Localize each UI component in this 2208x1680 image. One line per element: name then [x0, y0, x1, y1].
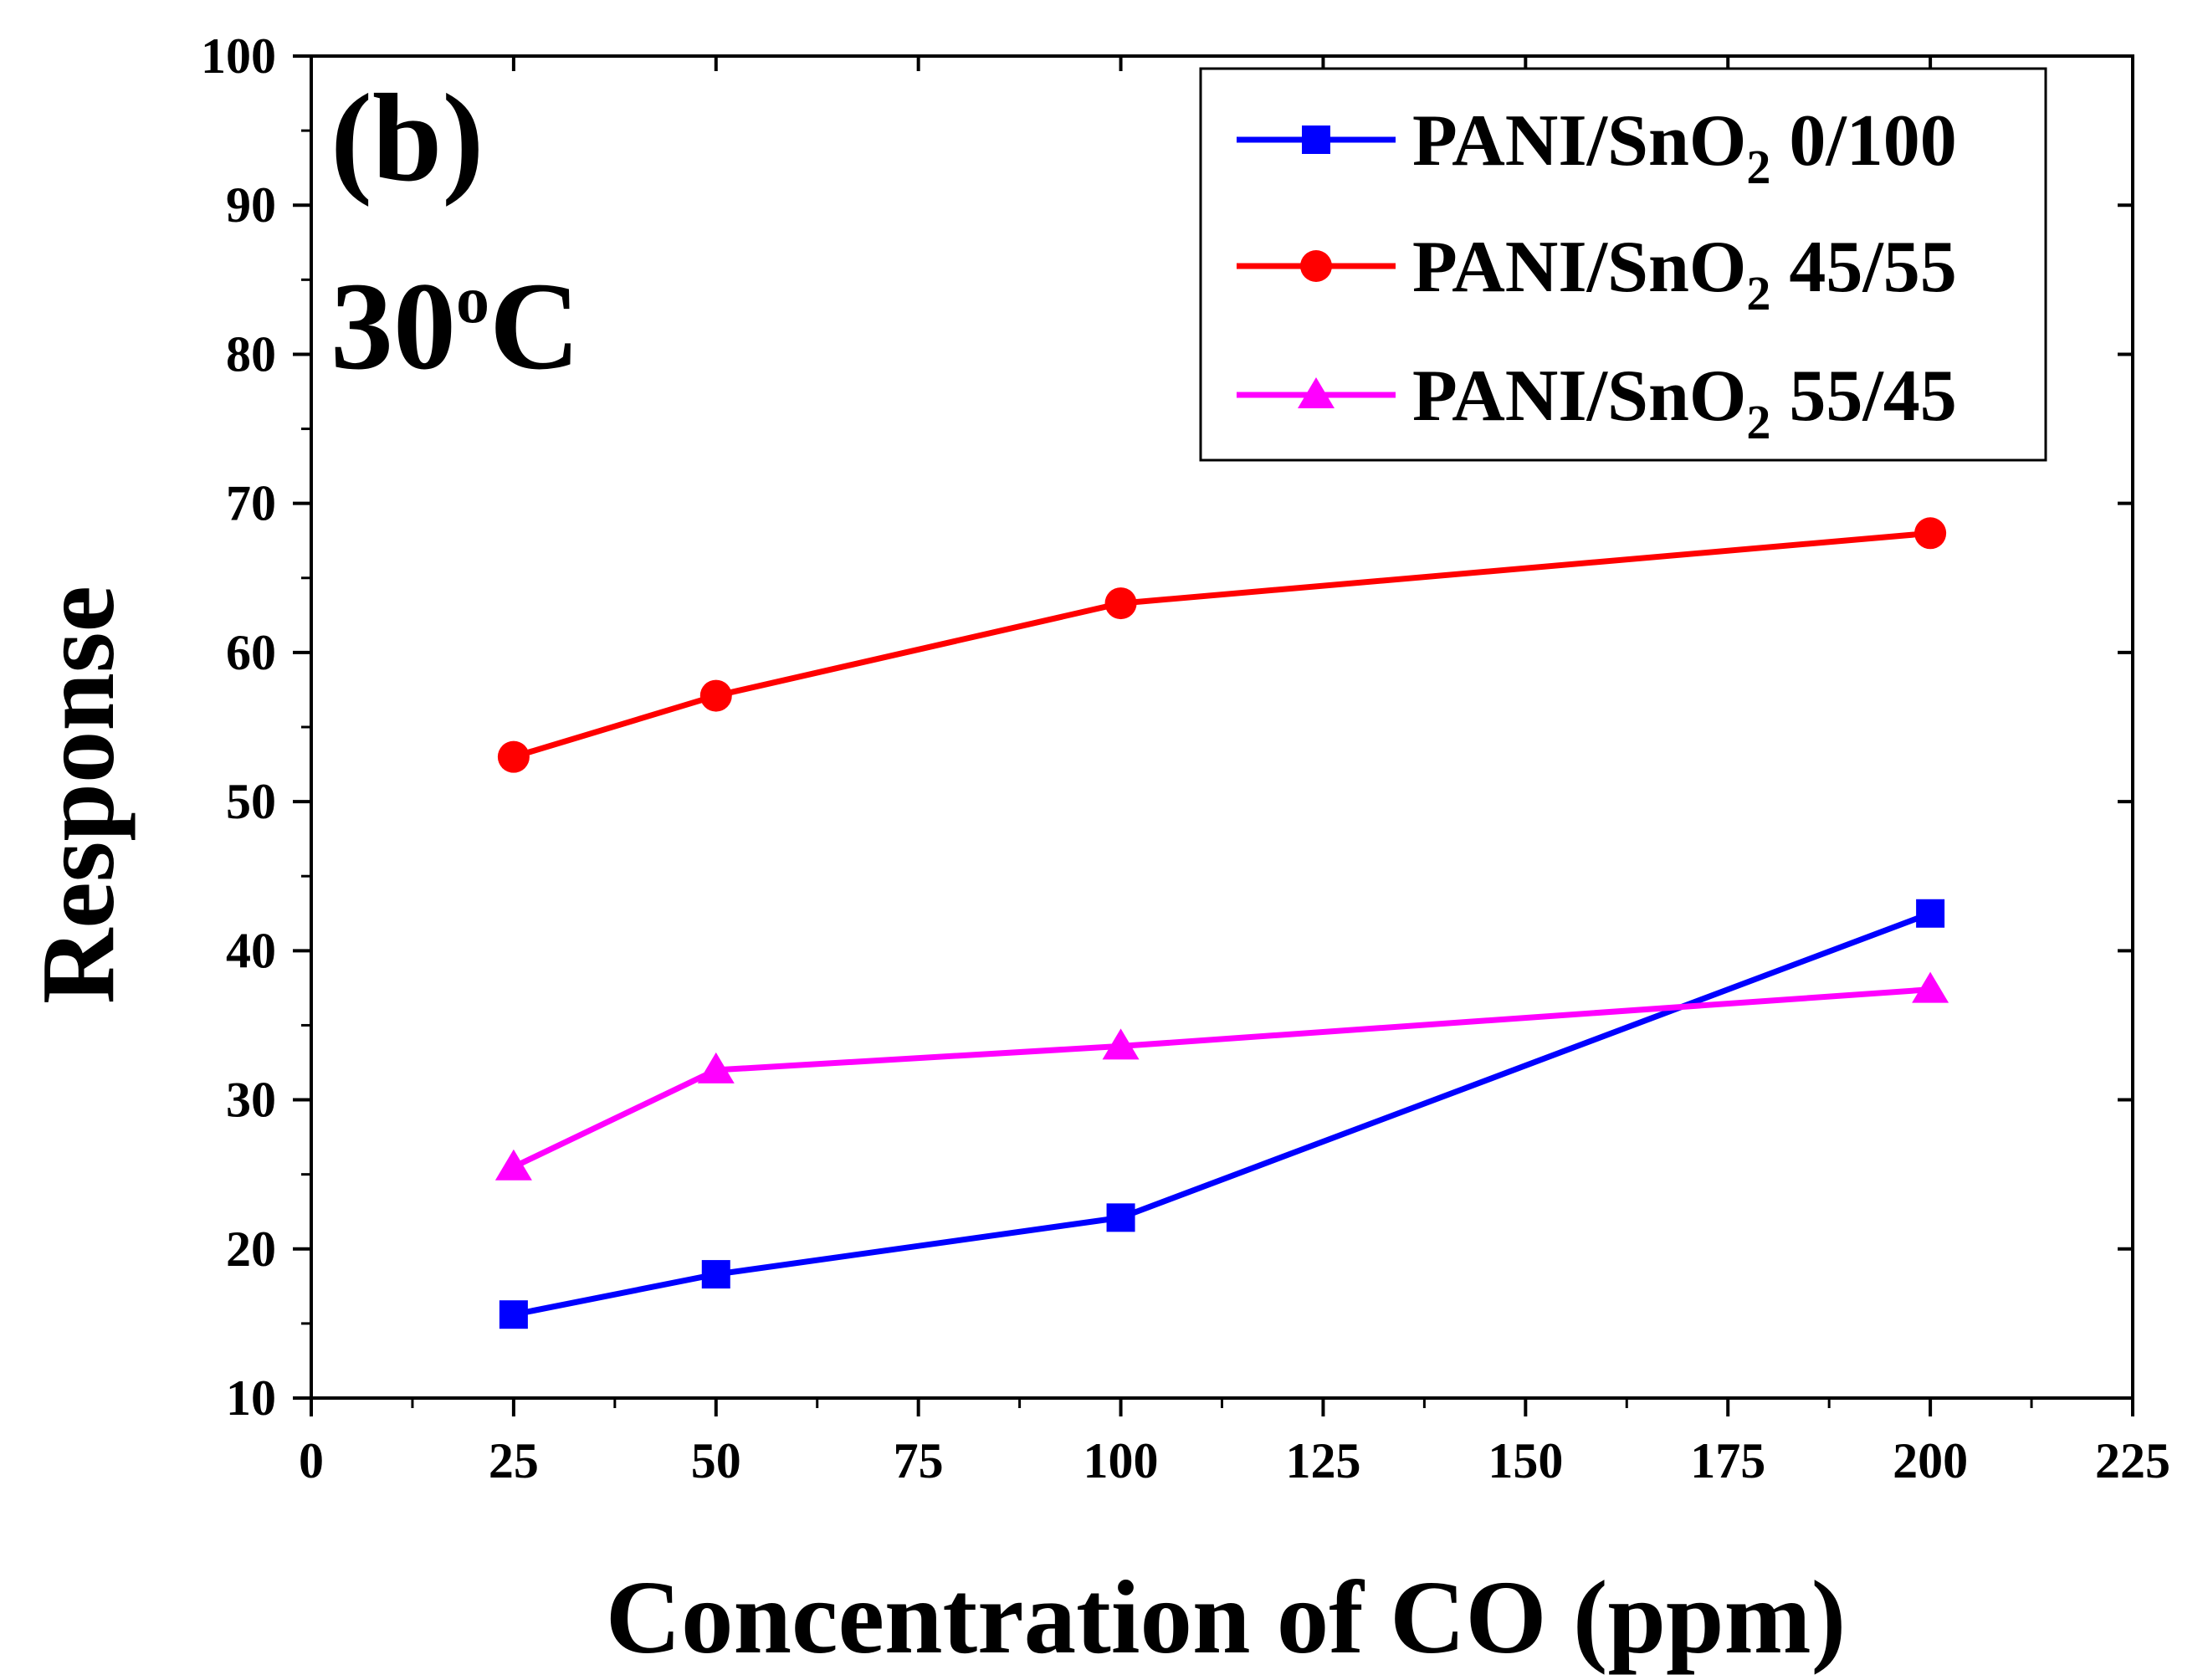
data-point [1914, 517, 1947, 550]
data-point [1102, 1028, 1140, 1060]
legend-label-sub: 2 [1746, 395, 1770, 449]
data-point [497, 740, 530, 773]
data-point [1912, 971, 1949, 1003]
data-point [494, 1149, 532, 1181]
series-2 [494, 971, 1949, 1181]
series-line [512, 986, 1931, 1170]
y-tick-label: 60 [226, 625, 276, 680]
legend-label-main: PANI/SnO [1412, 100, 1746, 182]
x-tick-label: 225 [2095, 1433, 2170, 1488]
legend-item-2: PANI/SnO2 55/45 [1237, 356, 1957, 449]
data-point [1916, 899, 1945, 928]
series-0 [499, 899, 1945, 1329]
data-point [697, 1052, 735, 1083]
y-tick-label: 100 [201, 28, 276, 84]
temperature-label: 30oC [330, 257, 580, 396]
legend-marker [1298, 377, 1335, 408]
y-tick-label: 20 [226, 1222, 276, 1277]
legend-label-ratio: 45/55 [1789, 227, 1956, 308]
legend-label: PANI/SnO2 55/45 [1412, 356, 1957, 449]
legend-label-sub: 2 [1746, 266, 1770, 320]
legend-label-sub: 2 [1746, 140, 1770, 194]
data-point [1104, 587, 1137, 620]
y-tick-label: 10 [226, 1370, 276, 1426]
legend-label: PANI/SnO2 0/100 [1412, 100, 1957, 194]
legend-label-ratio: 55/45 [1789, 356, 1956, 437]
series-line [512, 530, 1931, 760]
x-tick-label: 50 [691, 1433, 741, 1488]
y-tick-label: 50 [226, 774, 276, 829]
temperature-value: 30 [330, 257, 456, 396]
temperature-degree: o [456, 264, 489, 337]
x-tick-label: 100 [1084, 1433, 1159, 1488]
legend-item-0: PANI/SnO2 0/100 [1237, 100, 1957, 194]
data-point [701, 1260, 730, 1289]
y-tick-label: 90 [226, 177, 276, 233]
x-axis-title: Concentration of CO (ppm) [606, 1560, 1847, 1676]
x-tick-label: 25 [489, 1433, 539, 1488]
series-1 [497, 517, 1947, 773]
data-point [499, 1300, 528, 1329]
legend-item-1: PANI/SnO2 45/55 [1237, 227, 1957, 320]
data-point [1106, 1203, 1135, 1232]
x-tick-label: 175 [1690, 1433, 1765, 1488]
legend-marker [1302, 125, 1330, 154]
x-tick-label: 0 [299, 1433, 324, 1488]
data-point [699, 679, 732, 712]
x-tick-label: 75 [894, 1433, 944, 1488]
legend-label-main: PANI/SnO [1412, 227, 1746, 308]
x-tick-label: 200 [1893, 1433, 1968, 1488]
x-tick-label: 125 [1285, 1433, 1360, 1488]
panel-label: (b) [330, 69, 484, 207]
x-tick-label: 150 [1488, 1433, 1563, 1488]
legend-marker [1300, 250, 1332, 282]
legend-label: PANI/SnO2 45/55 [1412, 227, 1957, 320]
temperature-unit: C [489, 257, 580, 396]
legend-label-ratio: 0/100 [1789, 100, 1956, 182]
y-tick-label: 70 [226, 476, 276, 531]
y-axis-title: Response [21, 586, 136, 1004]
y-tick-label: 40 [226, 923, 276, 978]
y-tick-label: 30 [226, 1073, 276, 1128]
y-tick-label: 80 [226, 326, 276, 382]
series-line [513, 910, 1932, 1318]
legend-label-main: PANI/SnO [1412, 356, 1746, 437]
